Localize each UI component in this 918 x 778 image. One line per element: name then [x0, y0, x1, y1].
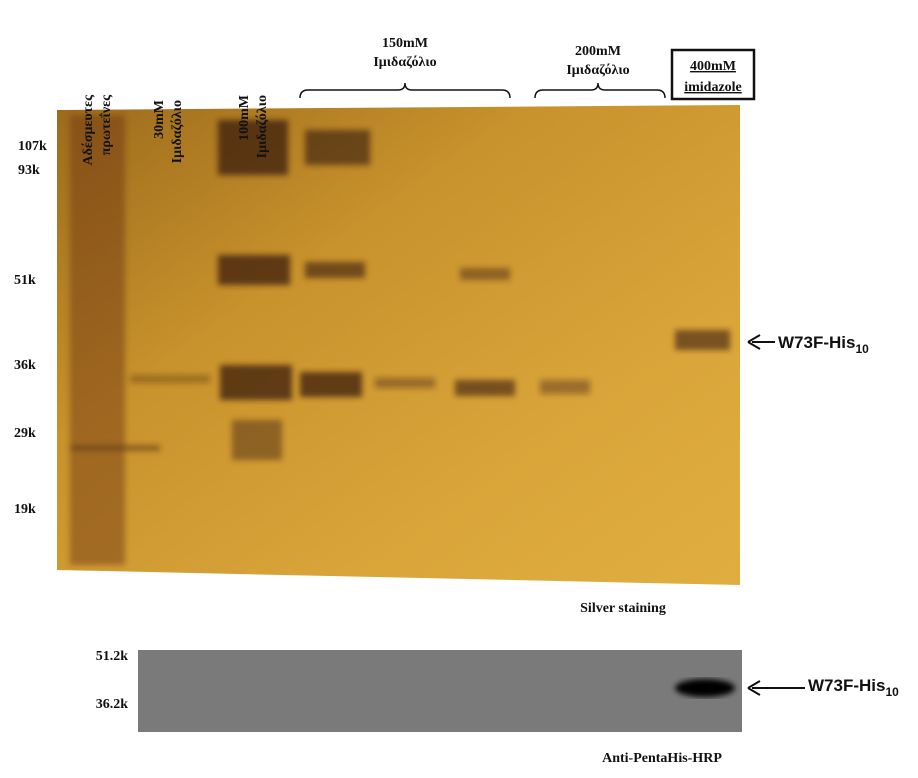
marker-label: 29k	[14, 426, 36, 441]
brace	[299, 82, 511, 99]
marker-label: 36k	[14, 358, 36, 373]
group-label: Ιμιδαζόλιο	[566, 63, 629, 78]
marker-label: 19k	[14, 502, 36, 517]
protein-label: W73F-His10	[778, 333, 869, 356]
lane-label: πρωτεΐνες	[99, 94, 114, 155]
group-label: Ιμιδαζόλιο	[373, 55, 436, 70]
group-label: 150mM	[382, 36, 428, 51]
gel-caption: Silver staining	[580, 601, 666, 616]
protein-label: W73F-His10	[808, 676, 899, 699]
marker-label: 107k	[18, 139, 47, 154]
gel-image	[57, 105, 740, 585]
marker-label: 51k	[14, 273, 36, 288]
marker-label: 51.2k	[96, 649, 129, 664]
lane-label: 100mM	[237, 95, 252, 141]
lane-label: 30mM	[152, 100, 167, 139]
lane-label: Ιμιδαζόλιο	[255, 95, 270, 158]
label-box	[670, 48, 756, 101]
arrowhead	[747, 334, 761, 350]
arrowhead	[747, 680, 761, 696]
lane-label: Ιμιδαζόλιο	[170, 100, 185, 163]
brace	[534, 82, 666, 99]
marker-label: 93k	[18, 163, 40, 178]
group-label: imidazole	[684, 80, 742, 95]
group-label: 200mM	[575, 44, 621, 59]
blot-caption: Anti-PentaHis-HRP	[602, 751, 722, 766]
blot-band	[675, 679, 735, 697]
lane-label: Αδέσμευτες	[81, 94, 96, 166]
marker-label: 36.2k	[96, 697, 129, 712]
group-label: 400mM	[690, 59, 736, 74]
blot-image	[138, 650, 742, 732]
